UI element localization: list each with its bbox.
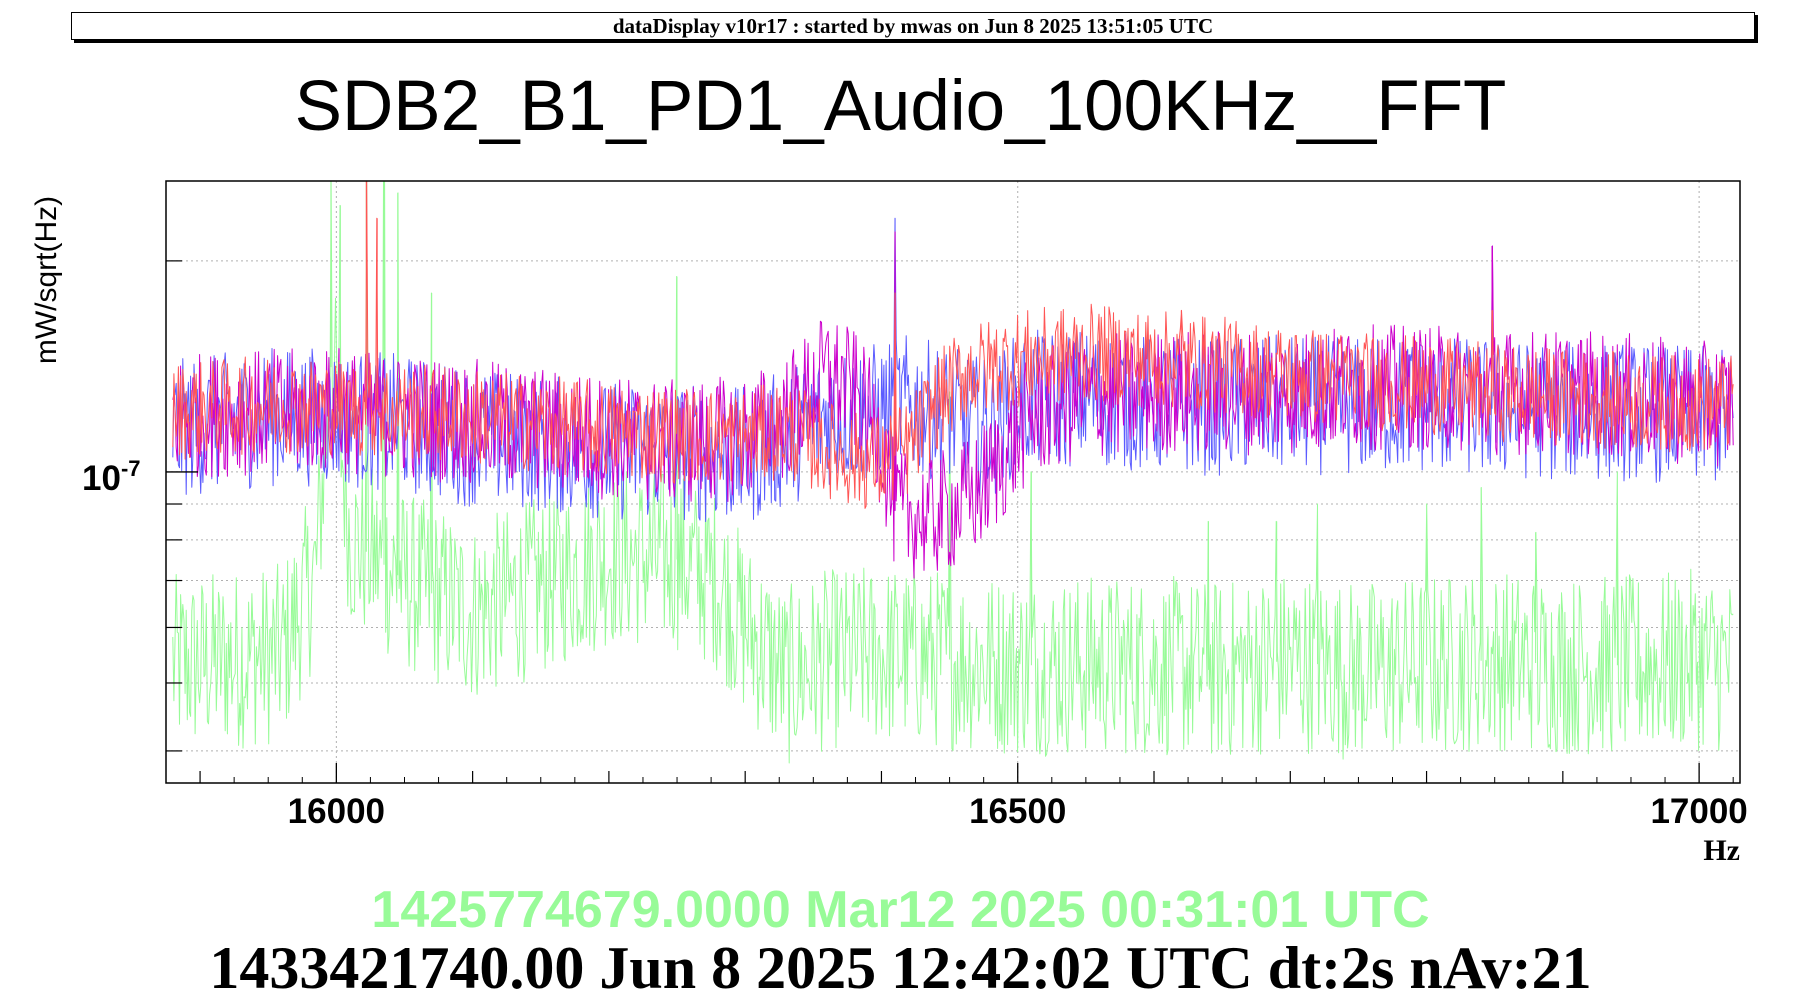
- series-layer: [172, 180, 1734, 764]
- x-tick-label: 16500: [969, 792, 1066, 831]
- grid-lines: [166, 181, 1740, 783]
- x-tick-label: 16000: [288, 792, 385, 831]
- y-tick-label: 10-7: [82, 456, 141, 498]
- fft-plot: 16000 16500 17000 10-7 Hz: [82, 180, 1748, 867]
- axes-layer: 16000 16500 17000 10-7: [82, 260, 1748, 831]
- plot-frame: [165, 180, 1741, 784]
- x-axis-label: Hz: [1703, 834, 1740, 867]
- current-timestamp: 1433421740.00 Jun 8 2025 12:42:02 UTC dt…: [209, 935, 1592, 1001]
- reference-timestamp: 1425774679.0000 Mar12 2025 00:31:01 UTC: [371, 881, 1430, 939]
- chart-title: SDB2_B1_PD1_Audio_100KHz__FFT: [294, 67, 1507, 146]
- info-banner: dataDisplay v10r17 : started by mwas on …: [71, 12, 1755, 40]
- series-line-3: [172, 180, 1734, 509]
- x-tick-label: 17000: [1650, 792, 1747, 831]
